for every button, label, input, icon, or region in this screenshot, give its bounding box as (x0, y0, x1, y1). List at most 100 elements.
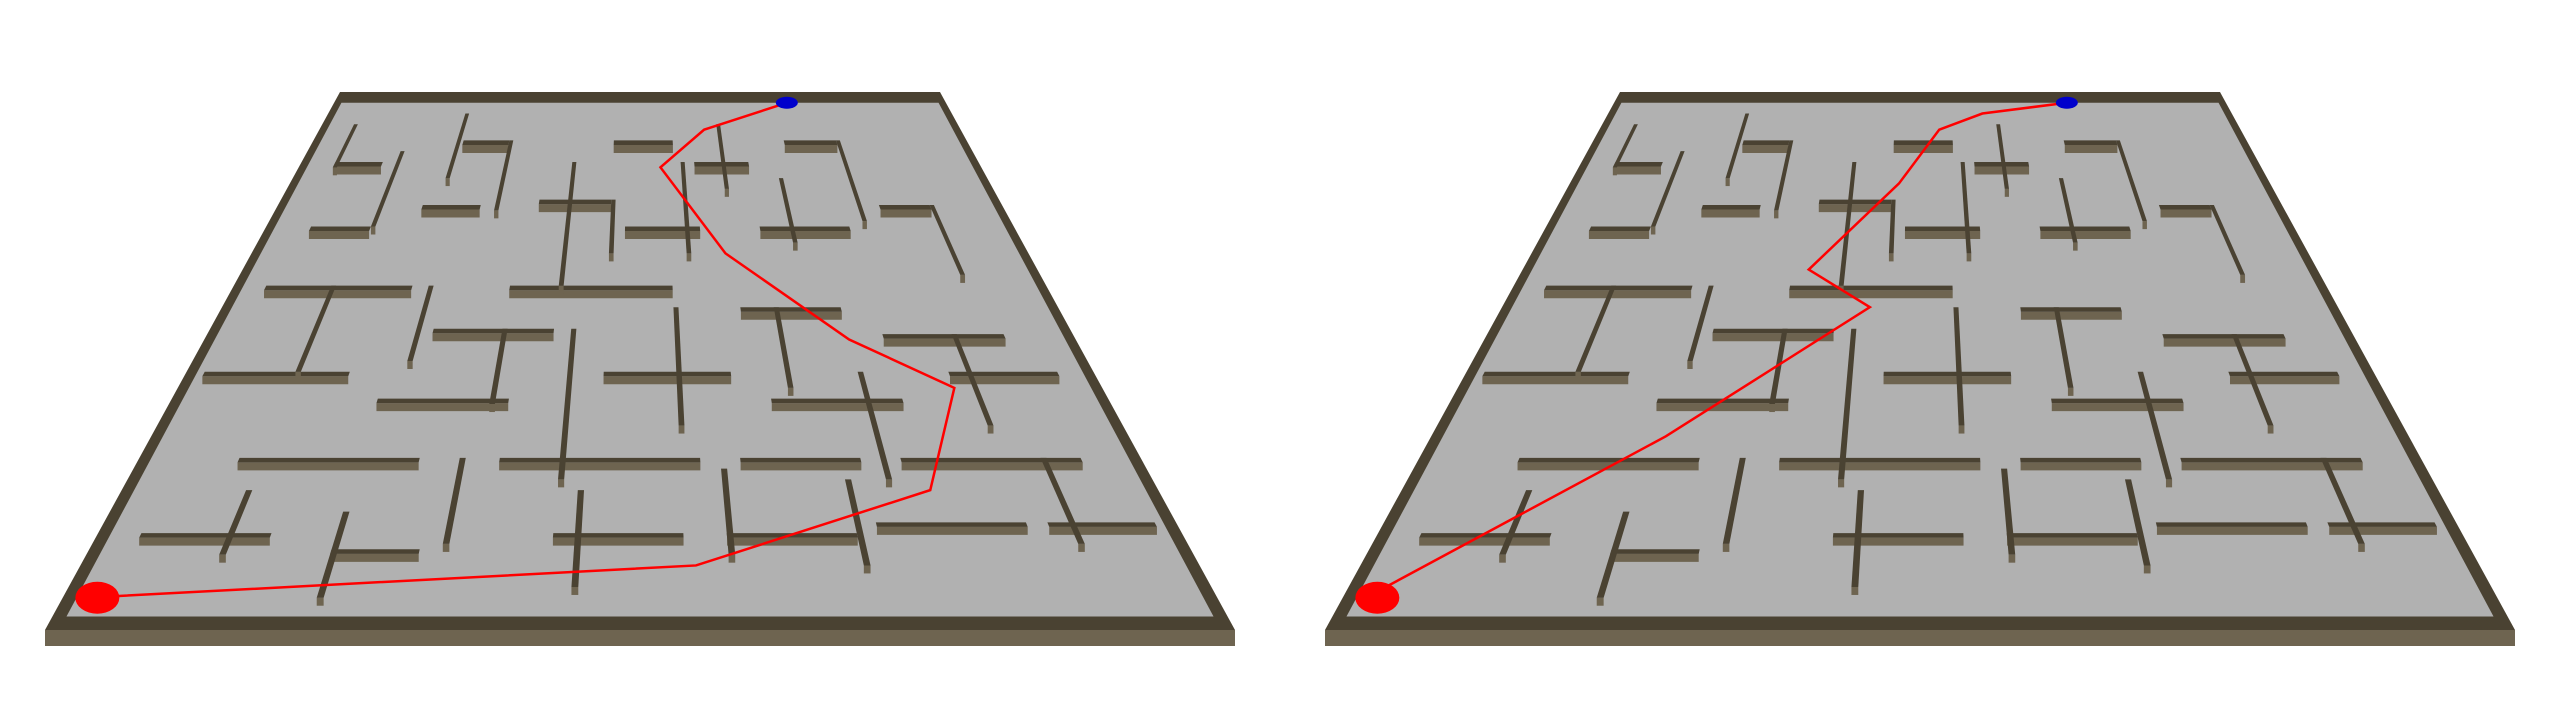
wall-segment (2158, 204, 2212, 210)
wall-segment (1482, 371, 1630, 377)
wall-face (2007, 537, 2138, 546)
wall-segment (680, 161, 692, 254)
wall-face (1966, 253, 1972, 262)
wall-segment (613, 140, 673, 145)
wall-face (787, 387, 794, 396)
wall-face (949, 376, 1060, 385)
wall-face (1722, 543, 1730, 552)
wall-segment (1517, 457, 1700, 463)
wall-segment (603, 371, 732, 377)
wall-face (2004, 188, 2009, 197)
wall-face (740, 311, 842, 320)
wall-segment (1953, 307, 1965, 426)
wall-face (1725, 178, 1730, 187)
wall-segment (295, 285, 337, 372)
wall-face (613, 144, 673, 153)
wall-face (784, 144, 838, 153)
wall-face (2020, 462, 2142, 471)
wall-segment (1851, 490, 1865, 587)
wall-face (316, 597, 324, 606)
wall-segment (2039, 226, 2131, 232)
wall-segment (1588, 226, 1651, 232)
wall-face (462, 144, 509, 153)
wall-segment (1904, 226, 1981, 232)
wall-segment (2180, 457, 2363, 463)
wall-face (445, 178, 450, 187)
wall-face (2160, 209, 2212, 218)
wall-face (608, 253, 614, 262)
wall-face (728, 554, 736, 563)
wall-face (1888, 253, 1894, 262)
wall-face (2165, 479, 2173, 488)
wall-face (2020, 311, 2122, 320)
wall-segment (1774, 140, 1794, 211)
wall-segment (2320, 457, 2365, 544)
wall-face (494, 210, 499, 219)
board-front-edge (45, 630, 1235, 646)
wall-face (2051, 403, 2184, 412)
wall-face (1575, 371, 1581, 380)
maze-walls (1419, 113, 2437, 606)
wall-face (237, 462, 419, 471)
wall-segment (1687, 285, 1714, 361)
maze-board-left (45, 92, 1235, 646)
wall-face (1742, 144, 1789, 153)
wall-face (558, 479, 565, 488)
board-front-edge (1325, 630, 2515, 646)
wall-segment (624, 226, 701, 232)
wall-segment (951, 334, 994, 426)
wall-segment (494, 140, 514, 211)
wall-face (760, 231, 851, 240)
wall-segment (2020, 307, 2122, 312)
wall-segment (332, 124, 358, 168)
wall-face (678, 425, 685, 434)
wall-segment (844, 479, 871, 566)
wall-face (2163, 338, 2286, 347)
wall-face (740, 462, 862, 471)
solution-path (1365, 101, 2067, 599)
wall-segment (1789, 285, 1953, 291)
wall-face (330, 553, 419, 562)
wall-face (771, 403, 904, 412)
wall-segment (333, 161, 383, 167)
wall-face (538, 204, 612, 213)
wall-face (552, 537, 684, 546)
wall-face (1818, 204, 1892, 213)
wall-segment (1838, 328, 1857, 480)
wall-face (370, 226, 376, 235)
wall-segment (264, 285, 413, 291)
wall-segment (1701, 204, 1761, 210)
maze-panel-left (45, 92, 1235, 646)
wall-face (1419, 537, 1550, 546)
wall-segment (509, 285, 673, 291)
wall-segment (421, 204, 481, 210)
wall-face (1789, 290, 1953, 299)
wall-segment (778, 178, 798, 243)
wall-segment (558, 328, 577, 480)
wall-segment (2058, 178, 2078, 243)
wall-segment (1725, 113, 1750, 179)
wall-segment (2053, 307, 2074, 388)
wall-segment (432, 328, 555, 334)
wall-segment (835, 140, 867, 222)
wall-segment (1575, 285, 1617, 372)
wall-segment (370, 151, 405, 227)
wall-segment (2209, 204, 2246, 275)
wall-face (509, 290, 673, 299)
wall-face (883, 338, 1006, 347)
wall-face (1832, 537, 1964, 546)
wall-face (1499, 554, 1506, 563)
wall-segment (2137, 371, 2173, 480)
wall-face (442, 543, 450, 552)
wall-face (885, 479, 893, 488)
wall-segment (558, 161, 577, 286)
wall-face (793, 242, 798, 251)
wall-face (1544, 290, 1692, 299)
wall-segment (376, 398, 509, 404)
wall-segment (1612, 124, 1638, 168)
wall-face (1774, 210, 1779, 219)
wall-face (1904, 231, 1981, 240)
wall-face (1613, 166, 1661, 175)
wall-face (1687, 361, 1693, 369)
wall-face (2040, 231, 2131, 240)
